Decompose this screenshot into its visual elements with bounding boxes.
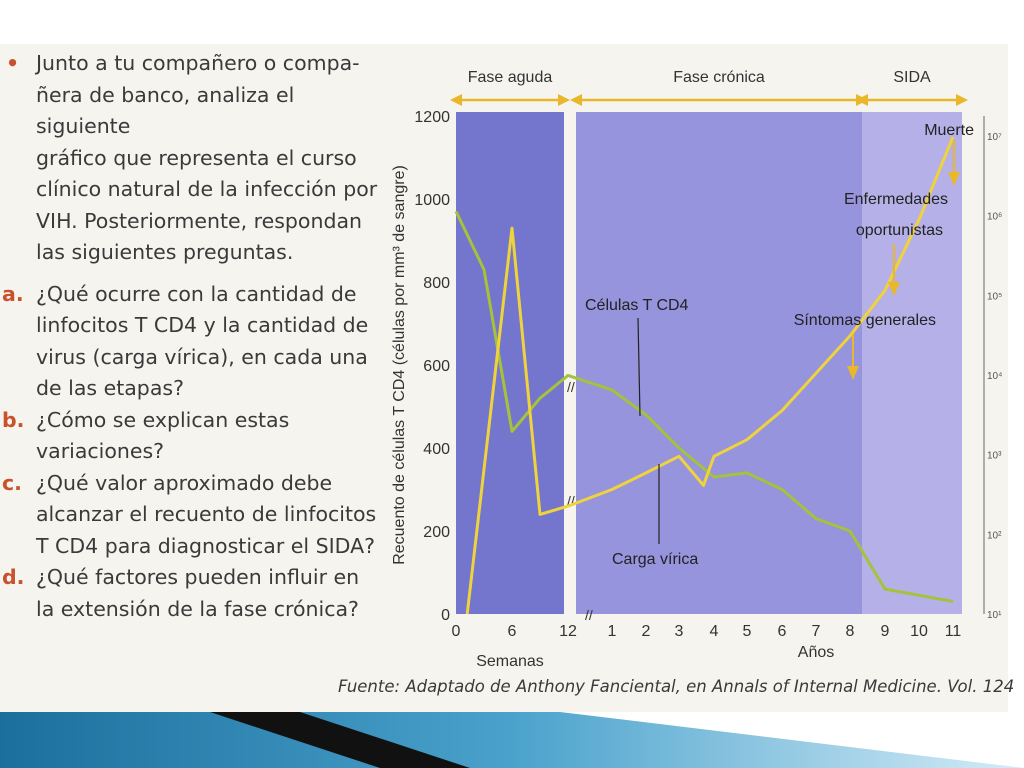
question-line: T CD4 para diagnosticar el SIDA?	[36, 533, 376, 558]
x-tick-label: 6	[508, 623, 517, 640]
y-tick-label: 600	[423, 358, 450, 375]
x-tick-label: 9	[881, 623, 890, 640]
x-tick-label: 2	[642, 623, 651, 640]
phase-arrow-left	[570, 94, 582, 106]
question-a: a. ¿Qué ocurre con la cantidad de linfoc…	[0, 279, 395, 405]
intro-line: ñera de banco, analiza el siguiente	[36, 82, 295, 139]
intro-bullet: •	[6, 51, 20, 75]
question-line: variaciones?	[36, 439, 165, 463]
question-line: alcanzar el recuento de linfocitos	[36, 502, 377, 526]
x-tick-label: 10	[910, 623, 928, 640]
right-axis-label: 10⁵	[987, 291, 1002, 302]
x-tick-label: 6	[778, 623, 787, 640]
question-c: c. ¿Qué valor aproximado debe alcanzar e…	[0, 468, 395, 563]
x-axis-title-weeks: Semanas	[476, 653, 544, 670]
right-axis-label: 10⁷	[987, 132, 1002, 143]
phase-band-2	[576, 112, 862, 614]
x-axis-title-years: Años	[798, 644, 834, 661]
question-marker: b.	[2, 407, 25, 432]
x-tick-label: 8	[846, 623, 855, 640]
cd4-count-line	[454, 210, 954, 603]
intro-line: gráfico que representa el curso	[36, 145, 357, 170]
right-axis-label: 10¹	[987, 610, 1002, 621]
question-d: d. ¿Qué factores pueden influir en la ex…	[0, 562, 395, 625]
annotation-sintomas: Síntomas generales	[794, 312, 936, 329]
question-line: ¿Qué valor aproximado debe	[36, 470, 333, 495]
question-line: ¿Qué factores pueden influir en	[36, 565, 360, 589]
cd4-leader-line	[637, 317, 641, 417]
axis-break-mark: //	[585, 607, 593, 623]
x-tick-label: 7	[812, 623, 821, 640]
arrow-enfermedades-head	[888, 282, 900, 296]
question-list: • Junto a tu compañero o compa- ñera de …	[0, 48, 395, 625]
phase-band-1	[456, 112, 564, 614]
question-b: b. ¿Cómo se explican estas variaciones?	[0, 405, 395, 468]
x-tick-label: 0	[452, 623, 461, 640]
x-tick-label: 12	[559, 623, 577, 640]
y-tick-label: 400	[423, 441, 450, 458]
y-tick-label: 200	[423, 524, 450, 541]
x-tick-label: 11	[945, 623, 962, 640]
series-label-cd4: Células T CD4	[585, 297, 689, 314]
question-marker: a.	[2, 281, 24, 306]
slide-footer-decoration	[0, 712, 1024, 768]
arrow-muerte-head	[948, 172, 960, 186]
question-line: de las etapas?	[36, 376, 184, 400]
x-tick-label: 4	[710, 623, 719, 640]
phase-arrow-left	[856, 94, 868, 106]
y-axis-title: Recuento de células T CD4 (células por m…	[391, 165, 408, 565]
phase-band-3	[862, 112, 962, 614]
x-tick-label: 1	[608, 623, 617, 640]
question-line: la extensión de la fase crónica?	[36, 596, 359, 621]
intro-line: clínico natural de la infección por	[36, 177, 378, 201]
y-tick-label: 1200	[414, 109, 450, 126]
right-axis-label: 10³	[987, 451, 1002, 462]
series-label-viral-load: Carga vírica	[612, 551, 698, 568]
question-marker: d.	[2, 565, 25, 589]
y-tick-label: 0	[441, 607, 450, 624]
axis-break-mark: //	[567, 493, 575, 509]
question-line: virus (carga vírica), en cada una	[36, 344, 368, 369]
right-axis-label: 10²	[987, 530, 1002, 541]
annotation-muerte: Muerte	[924, 122, 974, 139]
intro-line: VIH. Posteriormente, respondan	[36, 208, 363, 233]
phase-label: Fase crónica	[673, 69, 765, 86]
annotation-oportunistas: oportunistas	[856, 222, 943, 239]
x-tick-label: 3	[675, 623, 684, 640]
y-tick-label: 1000	[414, 192, 450, 209]
axis-break-mark: //	[567, 379, 575, 395]
source-caption: Fuente: Adaptado de Anthony Fanciental, …	[338, 677, 1015, 696]
question-line: ¿Qué ocurre con la cantidad de	[36, 281, 357, 306]
phase-arrow-left	[450, 94, 462, 106]
phase-label: Fase aguda	[468, 69, 553, 86]
question-marker: c.	[2, 470, 22, 495]
phase-arrow-right	[558, 94, 570, 106]
right-axis-label: 10⁴	[987, 371, 1002, 382]
phase-label: SIDA	[893, 69, 931, 86]
intro-line: Junto a tu compañero o compa-	[36, 51, 360, 75]
question-line: linfocitos T CD4 y la cantidad de	[36, 313, 369, 337]
right-axis-label: 10⁶	[987, 212, 1002, 223]
arrow-sintomas-head	[847, 366, 859, 380]
annotation-enfermedades: Enfermedades	[844, 191, 948, 208]
phase-arrow-right	[956, 94, 968, 106]
intro-paragraph: • Junto a tu compañero o compa- ñera de …	[0, 48, 395, 269]
y-tick-label: 800	[423, 275, 450, 292]
hiv-course-chart: Fase aguda Fase crónica SIDA 0 200 400 600 800 1…	[391, 69, 1002, 670]
question-line: ¿Cómo se explican estas	[36, 407, 290, 432]
viral-load-line	[465, 136, 955, 615]
intro-line: las siguientes preguntas.	[36, 240, 294, 264]
x-tick-label: 5	[743, 623, 752, 640]
